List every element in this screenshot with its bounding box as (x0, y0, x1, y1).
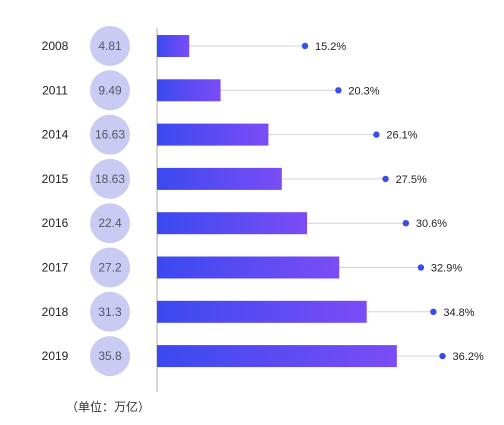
percent-dot (335, 87, 342, 94)
value-label: 4.81 (98, 39, 122, 53)
percent-dot (417, 264, 425, 271)
category-label: 2011 (42, 83, 68, 97)
value-label: 35.8 (98, 349, 122, 363)
percent-label: 32.9% (431, 263, 462, 275)
category-label: 2016 (42, 216, 69, 230)
value-circle (90, 291, 130, 332)
value-label: 9.49 (98, 83, 122, 97)
percent-label: 34.8% (443, 307, 474, 319)
percent-label: 20.3% (348, 85, 379, 97)
bar (157, 35, 190, 57)
value-circle (90, 247, 130, 288)
percent-label: 36.2% (453, 351, 484, 363)
unit-note: （单位：万亿） (66, 400, 151, 414)
category-label: 2018 (42, 305, 69, 319)
value-label: 16.63 (95, 128, 125, 142)
value-circle (90, 336, 130, 377)
bar (157, 167, 282, 190)
percent-label: 15.2% (315, 41, 346, 53)
bar (157, 212, 308, 235)
percent-label: 30.6% (416, 218, 447, 230)
value-label: 22.4 (98, 216, 122, 230)
bar (157, 256, 340, 279)
percent-label: 27.5% (396, 174, 427, 186)
value-circle (90, 26, 130, 66)
percent-dot (439, 352, 446, 360)
value-circle (90, 203, 130, 244)
value-circle (90, 114, 130, 155)
bar (157, 123, 269, 146)
bar (157, 79, 221, 102)
percent-dot (402, 220, 410, 227)
bar (157, 300, 367, 323)
percent-dot (430, 308, 437, 315)
value-label: 31.3 (98, 305, 122, 319)
value-label: 18.63 (95, 172, 125, 186)
category-label: 2008 (42, 39, 69, 53)
value-circle (90, 158, 130, 199)
category-label: 2019 (42, 349, 69, 363)
value-circle (90, 70, 130, 111)
percent-label: 26.1% (386, 130, 417, 142)
category-label: 2014 (42, 128, 69, 142)
category-label: 2017 (42, 261, 69, 275)
percent-dot (373, 131, 380, 138)
value-label: 27.2 (98, 261, 122, 275)
percent-dot (301, 42, 309, 50)
percent-dot (382, 175, 389, 183)
bar (157, 345, 397, 368)
category-label: 2015 (42, 172, 69, 186)
